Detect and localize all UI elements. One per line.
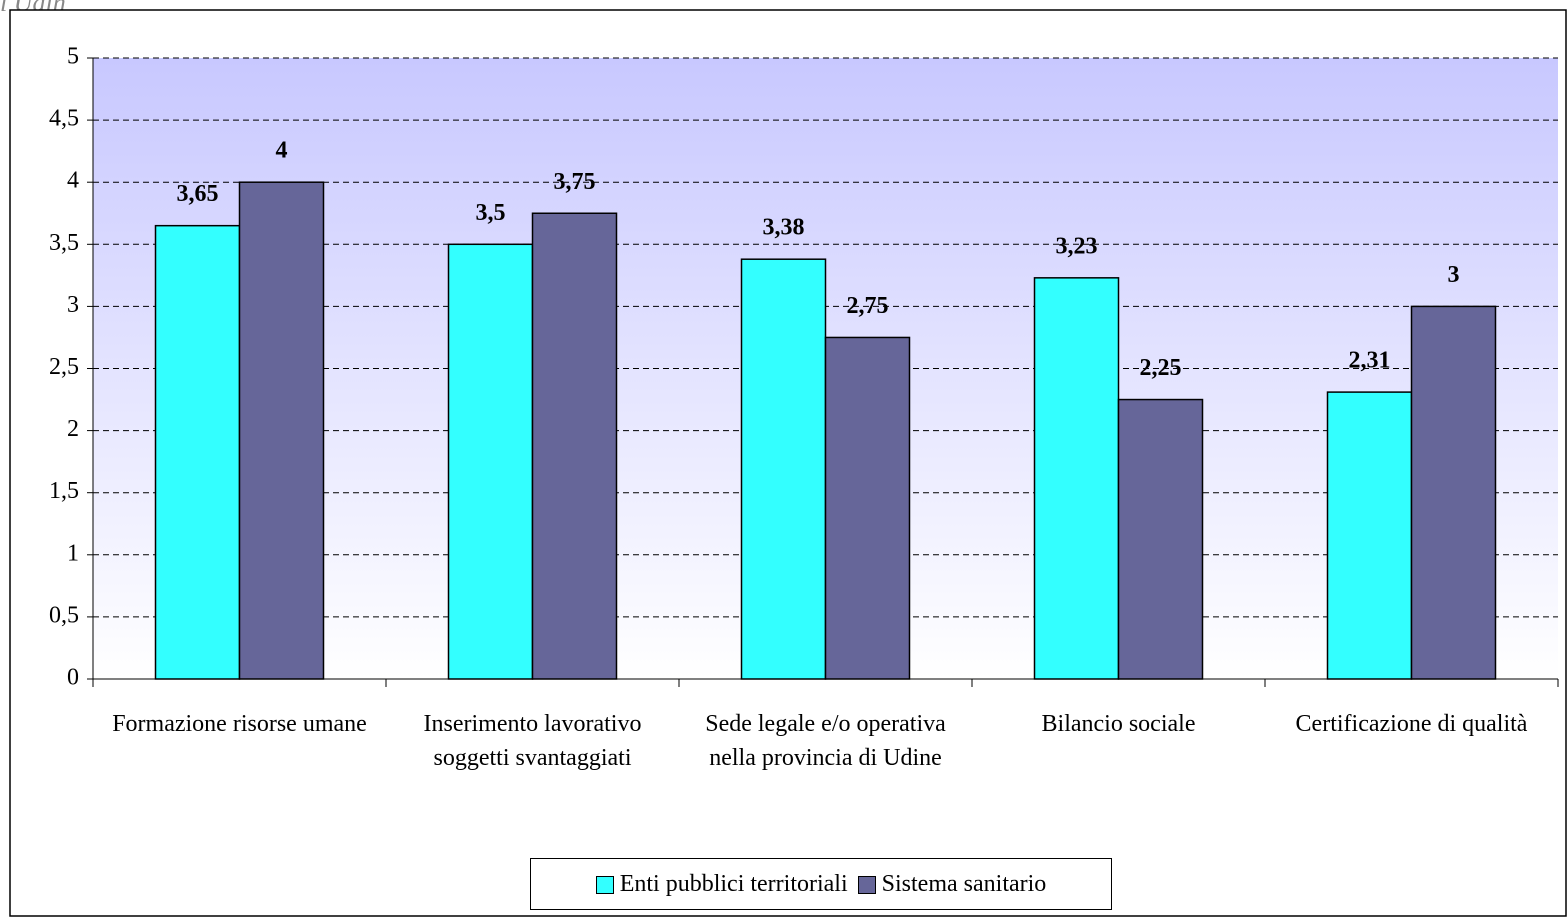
x-tick-label: Sede legale e/o operativa nella provinci…	[705, 711, 946, 771]
x-tick-label: Certificazione di qualità	[1295, 711, 1528, 737]
bar	[1326, 391, 1413, 680]
y-tick-label: 3,5	[49, 230, 79, 256]
legend-item: Sistema sanitario	[857, 870, 1047, 898]
y-tick-label: 2,5	[49, 354, 79, 380]
legend-item: Enti pubblici territoriali	[595, 870, 848, 898]
legend: Enti pubblici territoriali Sistema sanita…	[530, 858, 1112, 910]
data-label: 3	[1448, 262, 1460, 288]
bar	[1117, 398, 1204, 680]
bar	[447, 243, 534, 680]
legend-label: Sistema sanitario	[881, 870, 1047, 897]
data-label: 2,25	[1140, 355, 1182, 381]
data-label: 3,23	[1056, 233, 1098, 259]
y-tick-label: 5	[67, 44, 79, 70]
data-label: 3,5	[476, 200, 506, 226]
bar	[531, 212, 618, 680]
bar	[740, 258, 827, 680]
y-tick-label: 0,5	[49, 602, 79, 628]
data-label: 4	[276, 138, 288, 164]
data-label: 2,31	[1349, 348, 1391, 374]
y-tick-label: 1	[67, 540, 79, 566]
bar	[154, 224, 241, 680]
bar	[1410, 305, 1497, 680]
data-label: 2,75	[847, 293, 889, 319]
data-label: 3,75	[554, 169, 596, 195]
y-tick-label: 3	[67, 292, 79, 318]
x-tick-label: Inserimento lavorativo soggetti svantagg…	[423, 711, 642, 771]
data-label: 3,65	[177, 181, 219, 207]
legend-label: Enti pubblici territoriali	[619, 870, 848, 897]
bar	[238, 181, 325, 680]
legend-swatch	[857, 875, 876, 894]
y-tick-label: 1,5	[49, 478, 79, 504]
x-tick-label: Bilancio sociale	[1041, 711, 1196, 737]
x-tick-label: Formazione risorse umane	[112, 711, 367, 737]
y-tick-label: 4	[67, 168, 79, 194]
bar	[824, 336, 911, 680]
y-tick-label: 4,5	[49, 106, 79, 132]
y-tick-label: 2	[67, 416, 79, 442]
legend-swatch	[595, 875, 614, 894]
bar	[1033, 277, 1120, 680]
data-label: 3,38	[763, 215, 805, 241]
y-tick-label: 0	[67, 665, 79, 691]
